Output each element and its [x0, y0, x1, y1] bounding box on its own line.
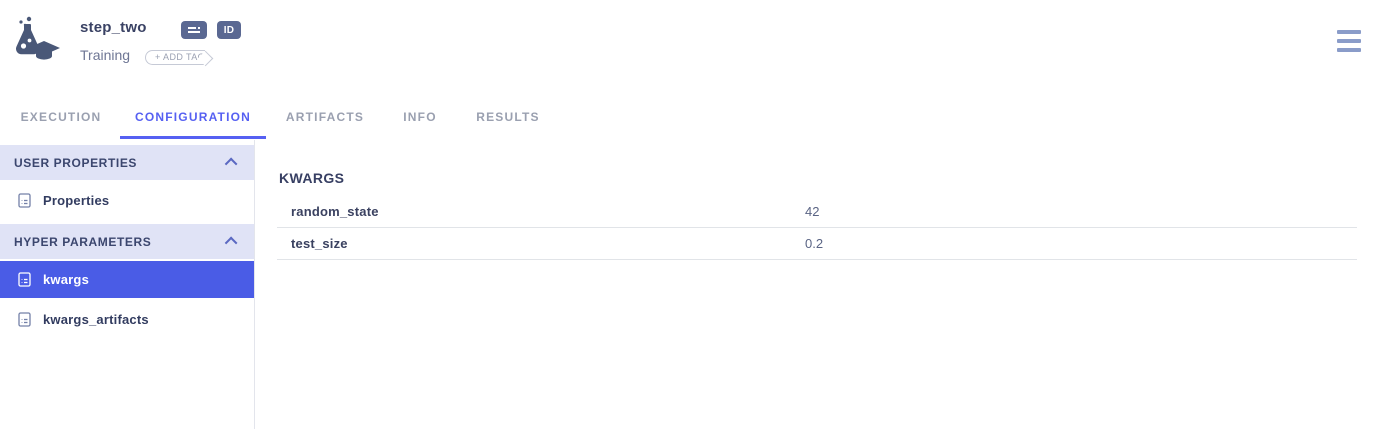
table-row: random_state 42	[277, 196, 1357, 228]
sidebar-section-user-properties[interactable]: USER PROPERTIES	[0, 145, 254, 180]
tab-info[interactable]: INFO	[403, 109, 437, 124]
task-type-label: Training	[80, 47, 131, 63]
description-badge-button[interactable]	[181, 21, 207, 39]
add-tag-button[interactable]: + ADD TAG	[145, 50, 206, 65]
sidebar-item-properties[interactable]: Properties	[0, 182, 254, 219]
tab-bar: EXECUTION CONFIGURATION ARTIFACTS INFO R…	[0, 94, 1381, 139]
sidebar-item-label: kwargs_artifacts	[43, 312, 149, 327]
hamburger-menu-icon[interactable]	[1337, 30, 1361, 52]
sidebar-item-kwargs-artifacts[interactable]: kwargs_artifacts	[0, 301, 254, 338]
document-icon	[18, 312, 31, 327]
param-value: 42	[805, 204, 820, 219]
parameters-panel: KWARGS random_state 42 test_size 0.2	[277, 170, 1357, 260]
tab-configuration[interactable]: CONFIGURATION	[120, 94, 266, 139]
tab-results[interactable]: RESULTS	[476, 109, 540, 124]
document-icon	[18, 193, 31, 208]
param-key: random_state	[291, 204, 379, 219]
section-header-label: HYPER PARAMETERS	[14, 234, 152, 249]
param-value: 0.2	[805, 236, 824, 251]
param-key: test_size	[291, 236, 348, 251]
document-icon	[18, 272, 31, 287]
sidebar-item-label: Properties	[43, 193, 110, 208]
params-table: random_state 42 test_size 0.2	[277, 196, 1357, 260]
section-header-label: USER PROPERTIES	[14, 155, 138, 170]
id-badge-button[interactable]: ID	[217, 21, 241, 39]
params-section-title: KWARGS	[279, 170, 345, 186]
configuration-sidebar: USER PROPERTIES Properties HYPER PARAMET…	[0, 145, 254, 341]
table-row: test_size 0.2	[277, 228, 1357, 260]
sidebar-item-kwargs[interactable]: kwargs	[0, 261, 254, 298]
sidebar-divider	[254, 140, 255, 429]
document-lines-icon	[188, 27, 200, 33]
tab-execution[interactable]: EXECUTION	[20, 109, 102, 124]
sidebar-section-hyper-parameters[interactable]: HYPER PARAMETERS	[0, 224, 254, 259]
page-header: step_two ID Training + ADD TAG	[0, 0, 1381, 92]
sidebar-item-label: kwargs	[43, 272, 90, 287]
training-task-icon	[8, 16, 60, 64]
task-title: step_two	[80, 19, 147, 36]
tab-artifacts[interactable]: ARTIFACTS	[285, 109, 365, 124]
